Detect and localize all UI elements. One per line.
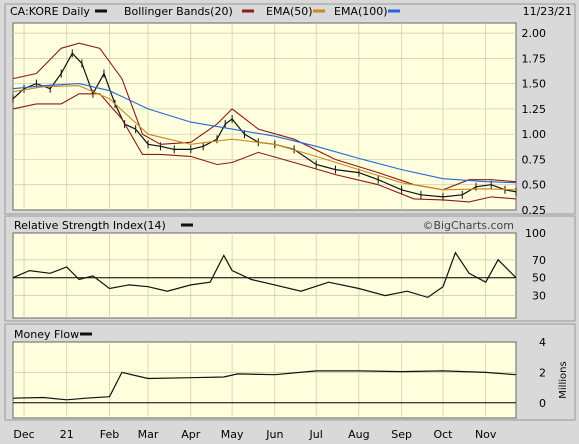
- rsi-grid: [13, 233, 516, 318]
- x-tick-6: Jun: [265, 428, 283, 441]
- price-y-tick-7: 0.50: [522, 179, 547, 192]
- mf-plot-area: [12, 341, 517, 419]
- rsi-y-tick-2: 50: [532, 272, 546, 285]
- rsi-y-tick-1: 70: [532, 254, 546, 267]
- price-y-tick-3: 1.50: [522, 78, 547, 91]
- price-y-tick-1: 2.00: [522, 27, 547, 40]
- x-tick-5: May: [221, 428, 244, 441]
- x-tick-0: Dec: [13, 428, 34, 441]
- x-tick-8: Aug: [348, 428, 369, 441]
- mf-y-axis: 4 2 0: [539, 336, 546, 410]
- rsi-y-tick-0: 100: [525, 227, 546, 240]
- price-y-axis: 2.00 1.75 1.50 1.25 1.00 0.75 0.50 0.25: [522, 27, 547, 217]
- mf-y-tick-0: 4: [539, 336, 546, 349]
- rsi-y-tick-3: 30: [532, 290, 546, 303]
- watermark: ©BigCharts.com: [422, 219, 514, 232]
- x-tick-1: 21: [60, 428, 74, 441]
- x-tick-4: Apr: [181, 428, 201, 441]
- price-grid: [13, 23, 516, 210]
- x-tick-9: Sep: [391, 428, 412, 441]
- rsi-title: Relative Strength Index(14): [14, 219, 166, 232]
- price-y-tick-8: 0.25: [522, 204, 547, 217]
- x-tick-3: Mar: [138, 428, 159, 441]
- mf-grid: [13, 342, 516, 418]
- x-axis: Dec 21 Feb Mar Apr May Jun Jul Aug Sep Oct Nov: [13, 428, 497, 441]
- rsi-series-0: [12, 251, 517, 299]
- price-series-4: [12, 83, 517, 184]
- x-tick-2: Feb: [100, 428, 119, 441]
- price-series-2: [12, 93, 517, 203]
- x-tick-7: Jul: [309, 428, 323, 441]
- price-y-tick-6: 0.75: [522, 153, 547, 166]
- price-date-label: 11/23/21: [523, 5, 572, 18]
- mf-series: [12, 370, 517, 401]
- price-plot-area: [12, 22, 517, 211]
- rsi-plot-area: [12, 232, 517, 319]
- legend-ema100: EMA(100): [334, 5, 388, 18]
- price-series: [12, 42, 517, 203]
- price-series-0: [12, 52, 517, 198]
- mf-y-tick-2: 0: [539, 397, 546, 410]
- price-y-tick-5: 1.00: [522, 128, 547, 141]
- price-y-tick-2: 1.75: [522, 52, 547, 65]
- price-series-3: [12, 85, 517, 191]
- price-title: CA:KORE Daily: [10, 5, 90, 18]
- price-legend: CA:KORE Daily Bollinger Bands(20) EMA(50…: [10, 5, 572, 18]
- rsi-y-axis: 100 70 50 30: [525, 227, 546, 303]
- price-y-tick-4: 1.25: [522, 103, 547, 116]
- mf-unit-label: Millions: [558, 361, 569, 398]
- legend-bollinger: Bollinger Bands(20): [124, 5, 233, 18]
- mf-y-tick-1: 2: [539, 366, 546, 379]
- x-tick-10: Oct: [433, 428, 453, 441]
- rsi-series: [12, 251, 517, 299]
- mf-title: Money Flow: [14, 328, 79, 341]
- x-tick-11: Nov: [475, 428, 497, 441]
- legend-ema50: EMA(50): [266, 5, 313, 18]
- mf-series-0: [12, 370, 517, 401]
